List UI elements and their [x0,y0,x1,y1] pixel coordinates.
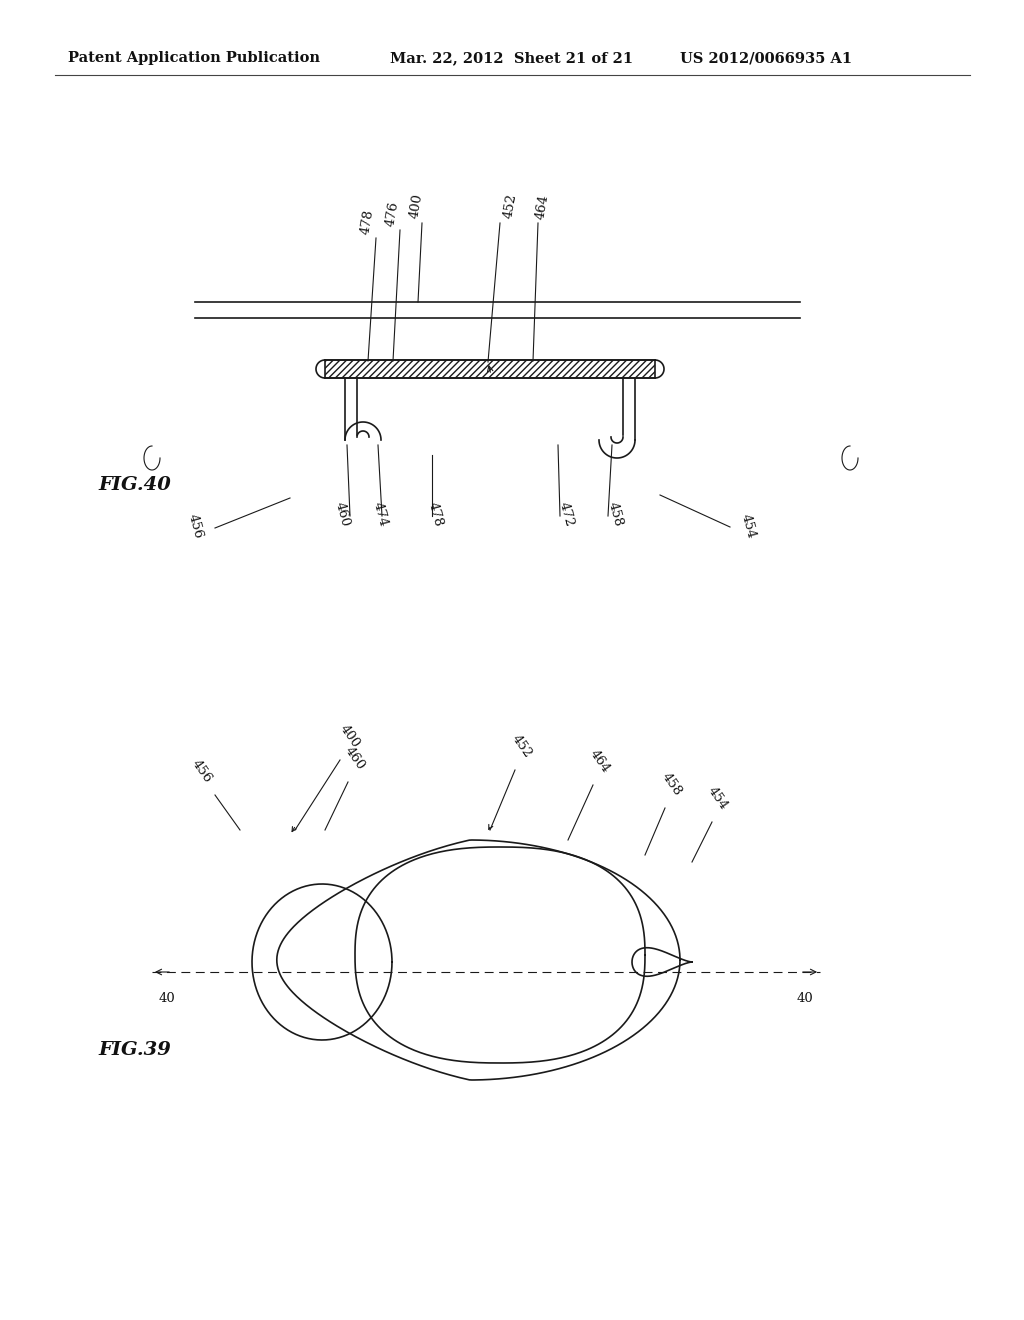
Text: 464: 464 [534,193,551,220]
Text: 478: 478 [425,500,444,528]
Text: 454: 454 [706,784,730,812]
Text: 458: 458 [605,500,625,528]
Text: FIG.40: FIG.40 [98,477,171,494]
Bar [325,360,655,378]
Text: 472: 472 [556,500,575,528]
Text: Mar. 22, 2012  Sheet 21 of 21: Mar. 22, 2012 Sheet 21 of 21 [390,51,633,65]
Text: 400: 400 [338,722,362,750]
Text: FIG.39: FIG.39 [98,1041,171,1059]
Text: 478: 478 [358,209,376,235]
Text: 464: 464 [588,747,612,775]
Text: 452: 452 [510,733,535,760]
Text: 456: 456 [185,512,205,540]
Bar [325,360,655,378]
Text: 40: 40 [159,993,175,1005]
Text: 456: 456 [189,756,215,785]
Text: 454: 454 [738,512,758,540]
Text: 458: 458 [659,770,684,799]
Text: 474: 474 [371,500,389,528]
Text: 40: 40 [797,993,813,1005]
Text: US 2012/0066935 A1: US 2012/0066935 A1 [680,51,852,65]
Text: 400: 400 [408,193,425,220]
Text: 460: 460 [333,500,351,528]
Text: 452: 452 [502,193,518,220]
Text: 460: 460 [342,744,368,772]
Text: 476: 476 [383,201,400,227]
Text: Patent Application Publication: Patent Application Publication [68,51,319,65]
